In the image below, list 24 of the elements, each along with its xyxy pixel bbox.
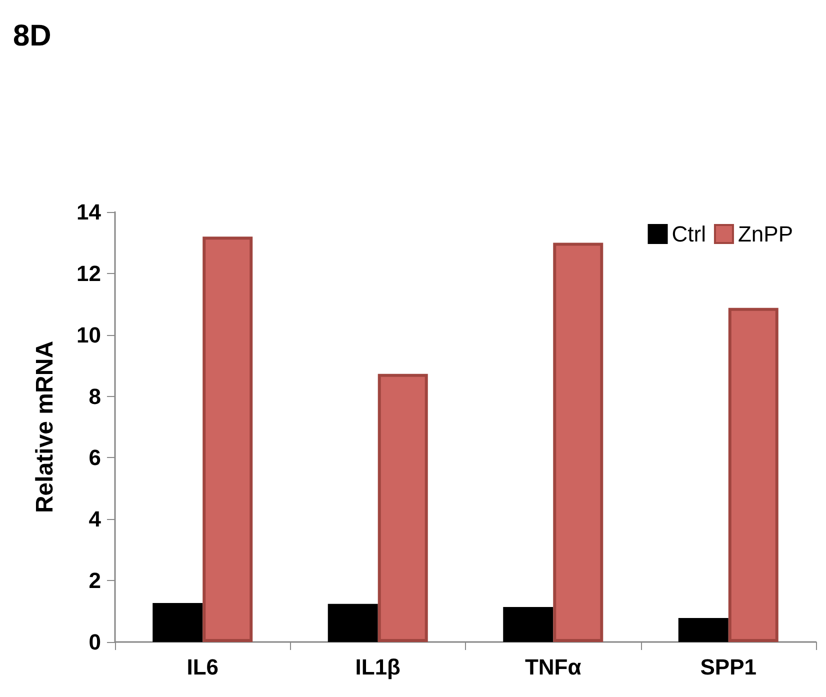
y-tick-label: 2 — [88, 568, 101, 594]
legend-label: ZnPP — [738, 222, 794, 246]
y-tick-label: 0 — [88, 630, 101, 654]
y-axis-title: Relative mRNA — [32, 340, 58, 514]
y-tick-label: 14 — [76, 200, 102, 224]
x-tick-label: IL1β — [355, 654, 400, 680]
bar — [503, 606, 554, 642]
bar — [328, 604, 378, 642]
x-tick-label: TNFα — [524, 654, 582, 680]
bar — [678, 618, 728, 642]
bar — [728, 308, 778, 642]
y-tick-label: 8 — [88, 384, 101, 409]
bar — [152, 602, 203, 642]
bar — [378, 374, 428, 642]
bar — [202, 236, 253, 642]
y-tick-label: 12 — [76, 260, 101, 286]
bar — [553, 242, 604, 642]
x-tick-label: SPP1 — [700, 654, 757, 680]
legend-label: Ctrl — [672, 222, 706, 246]
x-tick-label: IL6 — [186, 654, 219, 680]
chart-title: 8D — [13, 20, 52, 52]
y-tick-label: 6 — [88, 445, 101, 470]
y-tick-label: 10 — [76, 322, 101, 348]
y-tick-label: 4 — [88, 506, 102, 532]
